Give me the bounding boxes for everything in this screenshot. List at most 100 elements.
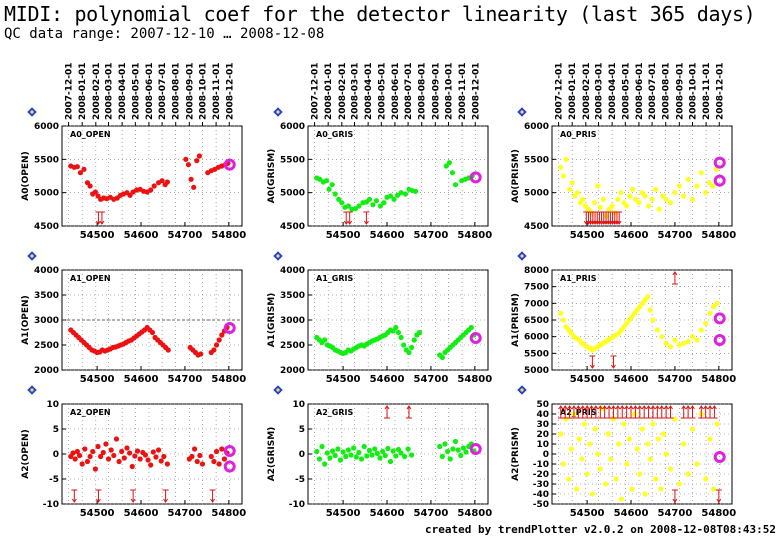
panel-a0-gris: 2007-12-01 2008-01-01 2008-02-01 2008-03-01… xyxy=(267,62,492,241)
data-point xyxy=(373,198,380,204)
latest-point xyxy=(469,332,482,344)
data-point xyxy=(460,445,467,451)
date-tick-label: 2008-12-01 xyxy=(471,62,481,120)
trend-plots: 2007-12-01 2008-01-01 2008-02-01 2008-03-01… xyxy=(21,62,736,519)
data-point xyxy=(443,163,449,169)
data-point xyxy=(660,431,667,437)
data-point xyxy=(602,481,609,487)
y-tick-label: 2500 xyxy=(34,341,59,351)
panel-a1-pris: 5000 5500 6000 6500 7000 7500 8000 54500 54600 54… xyxy=(511,250,736,385)
data-point xyxy=(694,183,700,189)
outlier-arrow-head xyxy=(593,405,599,410)
y-tick-label: 6000 xyxy=(524,122,549,132)
data-point xyxy=(689,196,696,202)
data-point xyxy=(314,448,320,455)
data-point xyxy=(581,421,588,427)
data-point xyxy=(703,190,709,196)
data-point xyxy=(667,344,674,350)
data-point xyxy=(401,453,408,460)
data-point xyxy=(356,203,362,209)
data-point xyxy=(703,320,709,326)
y-tick-label: -20 xyxy=(533,470,549,480)
data-point xyxy=(356,449,362,456)
data-point xyxy=(77,170,84,176)
data-point xyxy=(452,182,459,188)
data-point xyxy=(191,184,197,190)
data-point xyxy=(348,452,354,458)
data-point xyxy=(113,436,120,442)
date-tick-label: 2008-05-01 xyxy=(131,62,141,120)
data-point xyxy=(398,450,404,456)
data-point xyxy=(563,156,569,162)
data-point xyxy=(650,421,656,427)
plot-frame xyxy=(551,403,733,505)
data-point xyxy=(416,329,423,336)
data-point xyxy=(124,445,130,451)
data-point xyxy=(76,452,83,459)
x-tick-label: 54800 xyxy=(701,230,736,241)
y-tick-label: 3000 xyxy=(280,316,305,326)
info-dot-icon xyxy=(276,110,280,114)
data-point xyxy=(374,450,380,457)
outlier-arrow-head xyxy=(681,405,687,410)
data-point xyxy=(322,337,328,343)
panel-a2-open: -10 -5 0 5 10 54500 54600 54700 54800 A2(OPEN) A2_… xyxy=(21,384,246,519)
data-point xyxy=(387,458,394,465)
outlier-arrow-head xyxy=(567,405,572,410)
data-point xyxy=(149,329,156,336)
data-point xyxy=(145,457,151,463)
outlier-arrow-head xyxy=(716,498,722,503)
data-point xyxy=(449,170,456,176)
info-dot-icon xyxy=(30,110,34,114)
data-point xyxy=(576,436,582,442)
info-dot-icon xyxy=(276,388,280,392)
x-tick-label: 54700 xyxy=(168,508,203,519)
data-point xyxy=(116,458,122,465)
date-tick-label: 2008-03-01 xyxy=(595,62,605,120)
outlier-arrow-head xyxy=(672,498,678,503)
data-point xyxy=(137,456,143,462)
data-point xyxy=(685,176,691,182)
data-point xyxy=(340,449,346,455)
x-tick-label: 54500 xyxy=(570,508,605,519)
data-point xyxy=(148,187,154,193)
data-point xyxy=(573,486,580,492)
info-dot-icon xyxy=(276,254,280,258)
data-point xyxy=(714,421,720,427)
data-point xyxy=(463,449,469,455)
data-point xyxy=(213,448,220,455)
date-tick-label: 2008-06-01 xyxy=(145,62,155,120)
y-tick-label: -10 xyxy=(533,460,549,470)
data-point xyxy=(650,317,656,323)
data-point xyxy=(689,426,696,432)
data-point xyxy=(645,441,651,447)
data-point xyxy=(660,193,666,199)
data-point xyxy=(630,186,636,192)
data-point xyxy=(343,453,349,460)
outlier-arrow-head xyxy=(589,405,594,410)
x-tick-label: 54500 xyxy=(326,374,361,385)
panel-a1-open: 2000 2500 3000 3500 4000 54500 54600 54700 54800… xyxy=(21,250,246,385)
data-point xyxy=(366,196,373,202)
y-tick-label: 5000 xyxy=(524,366,549,376)
data-point xyxy=(189,453,195,460)
outlier-arrow-head xyxy=(663,405,669,410)
data-point xyxy=(221,456,228,462)
data-point xyxy=(591,200,598,206)
x-tick-label: 54500 xyxy=(326,230,361,241)
data-point xyxy=(119,448,125,455)
data-point xyxy=(584,471,590,477)
date-tick-label: 2008-06-01 xyxy=(635,62,645,120)
latest-point xyxy=(713,451,726,463)
data-point xyxy=(667,466,674,472)
data-point xyxy=(327,455,333,461)
y-tick-label: -10 xyxy=(289,500,305,510)
data-point xyxy=(105,456,112,462)
data-point xyxy=(606,206,612,212)
data-point xyxy=(121,455,127,461)
date-tick-label: 2008-06-01 xyxy=(391,62,401,120)
data-point xyxy=(197,452,203,459)
data-point xyxy=(642,491,648,497)
x-tick-label: 54500 xyxy=(570,374,605,385)
data-point xyxy=(653,476,659,482)
